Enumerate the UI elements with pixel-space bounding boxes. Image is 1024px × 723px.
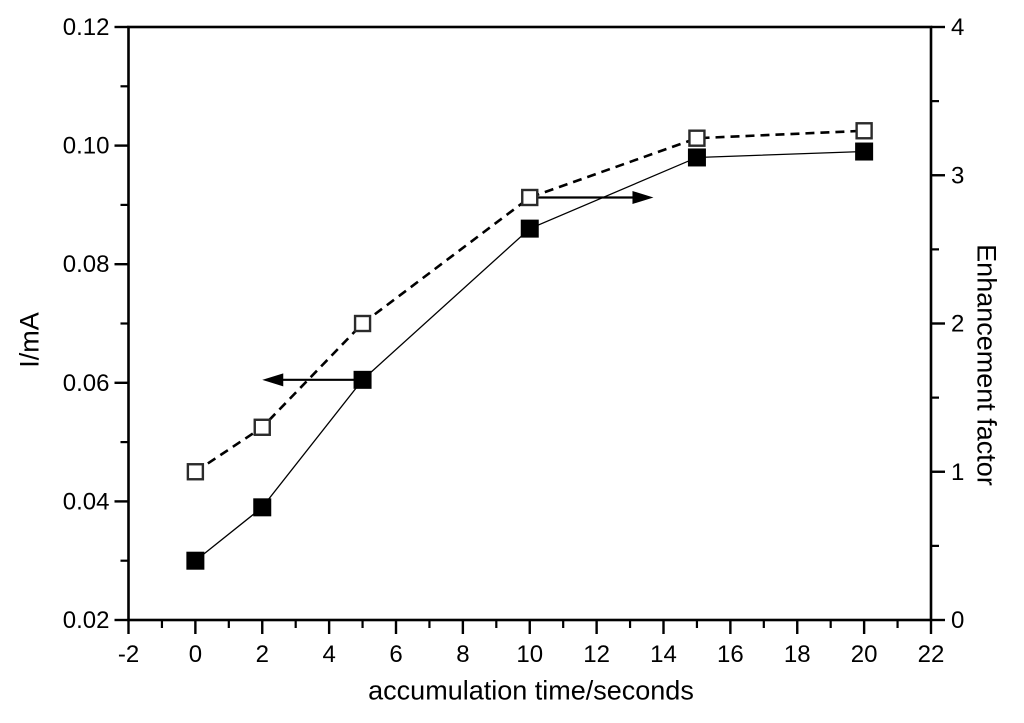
x-tick-label: 2 xyxy=(256,641,269,668)
enhancement-factor-line xyxy=(194,129,865,473)
arrowhead-right-icon xyxy=(632,190,654,204)
y-right-tick-label: 0 xyxy=(951,607,964,634)
x-tick-label: 14 xyxy=(650,641,677,668)
x-tick-label: 0 xyxy=(189,641,202,668)
left-axis-title: I/mA xyxy=(14,312,45,368)
current-marker xyxy=(353,370,372,389)
current-marker xyxy=(186,551,205,570)
y-right-tick-label: 2 xyxy=(951,311,964,338)
current-marker xyxy=(855,142,874,161)
current-line xyxy=(194,150,865,562)
y-left-tick-label: 0.06 xyxy=(63,370,110,397)
right-axis-title: Enhancement factor xyxy=(971,244,1002,486)
current-marker xyxy=(520,219,539,238)
y-right-tick-label: 3 xyxy=(951,162,964,189)
y-right-tick-label: 1 xyxy=(951,459,964,486)
y-left-tick-label: 0.02 xyxy=(63,607,110,634)
y-left-tick-label: 0.10 xyxy=(63,133,110,160)
enhancement-factor-marker xyxy=(353,314,372,333)
x-tick-label: 22 xyxy=(918,641,945,668)
y-left-tick-label: 0.04 xyxy=(63,488,110,515)
current-marker xyxy=(253,498,272,517)
x-tick-label: 6 xyxy=(389,641,402,668)
x-tick-label: 10 xyxy=(516,641,543,668)
enhancement-factor-marker xyxy=(855,122,873,140)
x-tick-label: 16 xyxy=(717,641,744,668)
x-tick-label: 18 xyxy=(784,641,811,668)
x-tick-label: 8 xyxy=(456,641,469,668)
y-right-tick-label: 4 xyxy=(951,14,964,41)
x-tick-label: 12 xyxy=(583,641,610,668)
enhancement-factor-marker xyxy=(688,129,706,147)
arrowhead-left-icon xyxy=(262,373,284,387)
x-tick-label: 20 xyxy=(851,641,878,668)
x-axis-title: accumulation time/seconds xyxy=(368,675,694,706)
enhancement-factor-marker xyxy=(186,463,205,481)
enhancement-factor-marker xyxy=(521,188,539,207)
x-tick-label: -2 xyxy=(118,641,139,668)
x-tick-label: 4 xyxy=(322,641,335,668)
y-left-tick-label: 0.12 xyxy=(63,14,110,41)
enhancement-factor-marker xyxy=(253,418,271,436)
plot-frame xyxy=(127,25,933,622)
y-left-tick-label: 0.08 xyxy=(63,251,110,278)
current-marker xyxy=(687,148,706,167)
